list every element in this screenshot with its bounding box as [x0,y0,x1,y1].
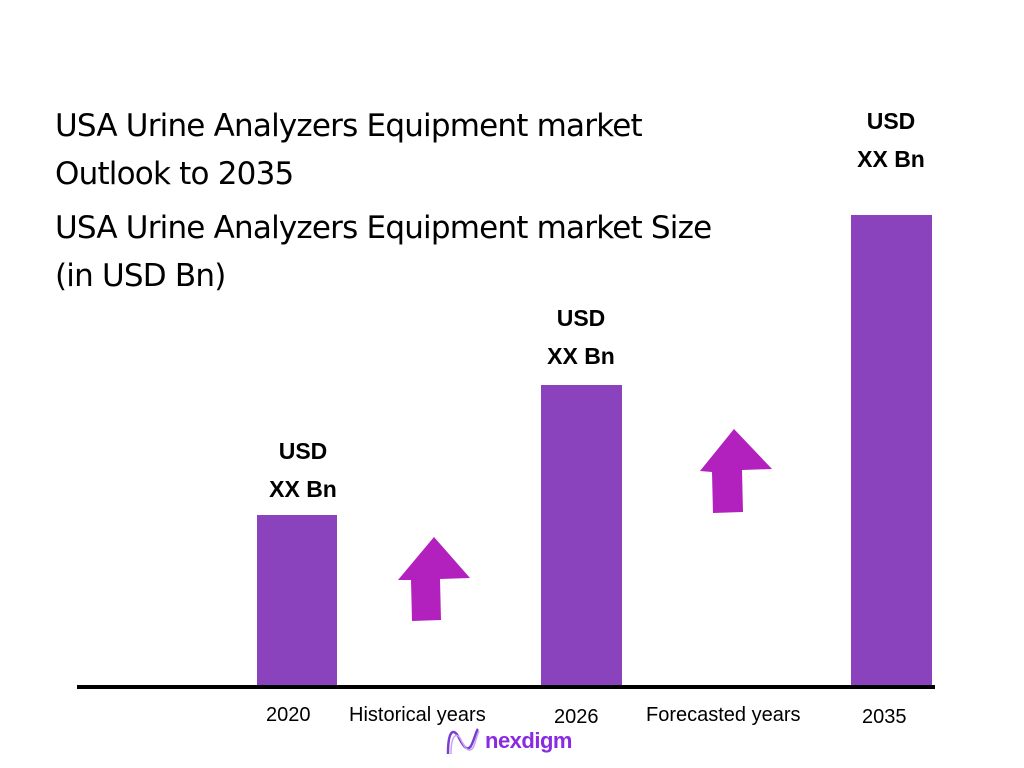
nexdigm-logo: nexdigm [445,726,572,756]
chart-subtitle-line2: (in USD Bn) [55,258,226,294]
chart-subtitle-line1: USA Urine Analyzers Equipment market Siz… [55,210,712,246]
x-label-2026: 2026 [554,706,599,728]
x-label-2035: 2035 [862,706,907,728]
value-currency: USD [866,108,916,134]
growth-arrow-up-icon [700,429,772,513]
value-currency: USD [556,305,606,331]
value-amount: XX Bn [547,343,615,369]
x-label-2020: 2020 [266,704,311,726]
nexdigm-wave-icon [446,728,480,755]
x-label-forecasted: Forecasted years [646,704,801,726]
growth-arrow-up-icon [398,537,470,621]
chart-subtitle: USA Urine Analyzers Equipment market Siz… [55,204,712,300]
x-axis-line [77,685,935,689]
logo-text: nexdigm [485,728,572,753]
value-currency: USD [278,438,328,464]
bar-2026-value-label: USD XX Bn [511,299,651,375]
chart-title-line2: Outlook to 2035 [55,156,294,192]
bar-2020 [257,515,337,687]
chart-title-line1: USA Urine Analyzers Equipment market [55,108,643,144]
bar-2020-value-label: USD XX Bn [233,432,373,508]
x-label-historical: Historical years [349,704,486,726]
bar-2026 [541,385,622,687]
value-amount: XX Bn [857,146,925,172]
bar-2035-value-label: USD XX Bn [821,102,961,178]
chart-title: USA Urine Analyzers Equipment market Out… [55,102,643,198]
bar-2035 [851,215,932,687]
value-amount: XX Bn [269,476,337,502]
